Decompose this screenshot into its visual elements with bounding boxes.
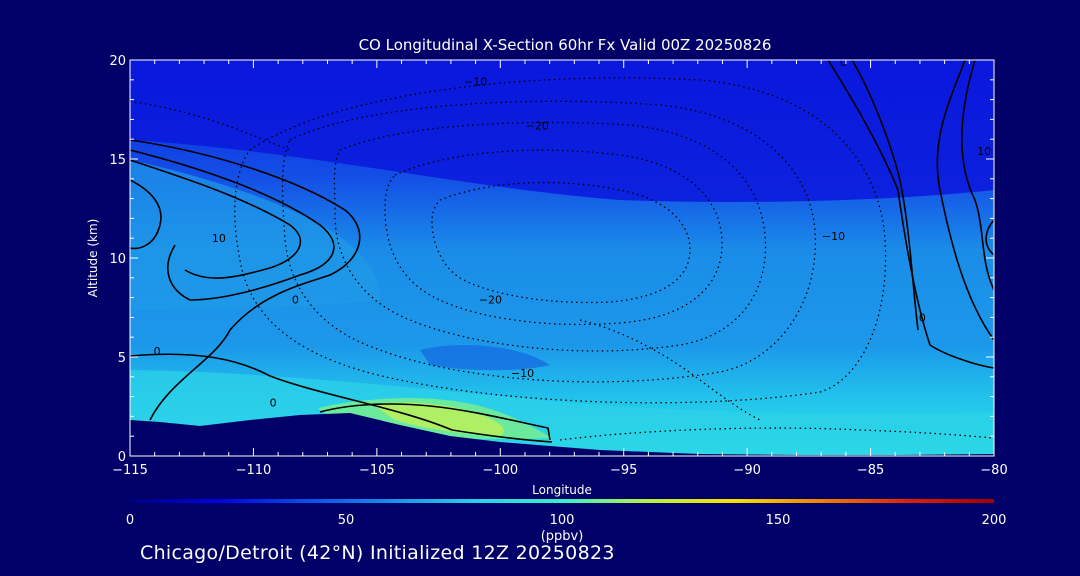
positive-contours: [130, 60, 994, 443]
contour-line: [936, 60, 994, 341]
contour-line: [851, 60, 919, 331]
terrain-mask: [130, 413, 994, 456]
y-axis: 0 5 10 15 20: [109, 54, 994, 465]
y-tick-label: 15: [109, 153, 126, 168]
x-axis: −115 −110 −105 −100 −95 −90 −85 −80: [112, 60, 1008, 478]
contour-label: −10: [511, 367, 534, 380]
contour-line: [130, 139, 361, 421]
colorbar-unit: (ppbv): [541, 529, 584, 544]
mid-low-co-region: [420, 345, 550, 371]
contour-line: [559, 427, 994, 441]
colorbar-tick-label: 150: [766, 513, 791, 528]
contour-label: 0: [840, 56, 847, 69]
contour-label: −20: [526, 119, 549, 132]
contour-line: [130, 149, 335, 301]
contour-line: [130, 179, 162, 250]
contour-line: [961, 60, 994, 291]
contour-line: [130, 353, 553, 443]
contour-line: [130, 159, 302, 279]
x-tick-label: −85: [857, 463, 884, 478]
colorbar-tick-label: 50: [338, 513, 355, 528]
x-tick-label: −95: [610, 463, 637, 478]
contour-label: 10: [977, 145, 991, 158]
contour-label: 0: [154, 345, 161, 358]
colorbar-tick-label: 200: [982, 513, 1007, 528]
contour-label: 0: [270, 397, 277, 410]
x-tick-label: −90: [733, 463, 760, 478]
contour-line: [985, 219, 994, 256]
contour-label: −10: [822, 230, 845, 243]
contour-line: [319, 403, 551, 441]
contour-label: 0: [919, 311, 926, 324]
contour-label: 0: [292, 294, 299, 307]
contour-label: −10: [464, 76, 487, 89]
plot-area: 10 0 0 0 −10 −20 −20 −10 −10 0 0 10: [130, 56, 994, 456]
x-tick-label: −80: [980, 463, 1007, 478]
x-tick-label: −110: [236, 463, 272, 478]
colorbar: [130, 499, 994, 503]
west-plume-region: [130, 160, 380, 310]
contour-line: [431, 181, 691, 304]
colorbar-ticks: 0 50 100 150 200: [126, 513, 1007, 528]
surface-peak-co-region: [372, 402, 504, 436]
upper-low-co-region: [130, 60, 994, 202]
x-tick-label: −105: [359, 463, 395, 478]
x-tick-label: −115: [112, 463, 148, 478]
contour-line: [827, 60, 994, 369]
y-tick-label: 0: [118, 450, 126, 465]
negative-contours: [130, 77, 994, 441]
footer-caption: Chicago/Detroit (42°N) Initialized 12Z 2…: [140, 542, 615, 564]
chart-title: CO Longitudinal X-Section 60hr Fx Valid …: [359, 36, 772, 54]
y-tick-label: 20: [109, 54, 126, 69]
colorbar-tick-label: 100: [550, 513, 575, 528]
contour-line: [281, 100, 817, 383]
y-tick-label: 5: [118, 351, 126, 366]
contour-labels: 10 0 0 0 −10 −20 −20 −10 −10 0 0 10: [154, 56, 991, 410]
x-axis-label: Longitude: [532, 483, 592, 497]
y-axis-label: Altitude (km): [86, 219, 100, 298]
contour-label: 10: [212, 232, 226, 245]
colorbar-tick-label: 0: [126, 513, 134, 528]
contour-line: [333, 121, 767, 352]
x-tick-label: −100: [482, 463, 518, 478]
y-tick-label: 10: [109, 252, 126, 267]
contour-label: −20: [479, 294, 502, 307]
